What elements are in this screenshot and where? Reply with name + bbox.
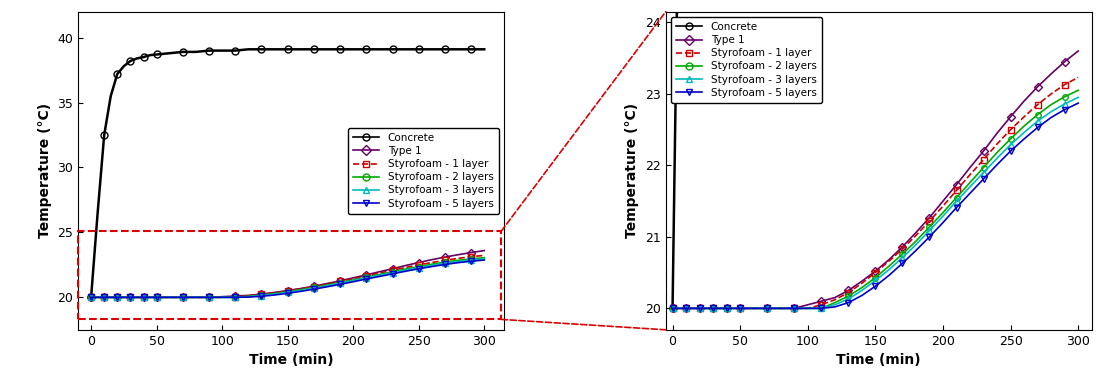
Bar: [78, 231, 501, 319]
Legend: Concrete, Type 1, Styrofoam - 1 layer, Styrofoam - 2 layers, Styrofoam - 3 layer: Concrete, Type 1, Styrofoam - 1 layer, S…: [671, 17, 822, 103]
Legend: Concrete, Type 1, Styrofoam - 1 layer, Styrofoam - 2 layers, Styrofoam - 3 layer: Concrete, Type 1, Styrofoam - 1 layer, S…: [348, 128, 499, 214]
Y-axis label: Temperature (°C): Temperature (°C): [625, 103, 639, 238]
X-axis label: Time (min): Time (min): [837, 353, 921, 367]
Y-axis label: Temperature (°C): Temperature (°C): [38, 103, 51, 238]
X-axis label: Time (min): Time (min): [248, 353, 333, 367]
